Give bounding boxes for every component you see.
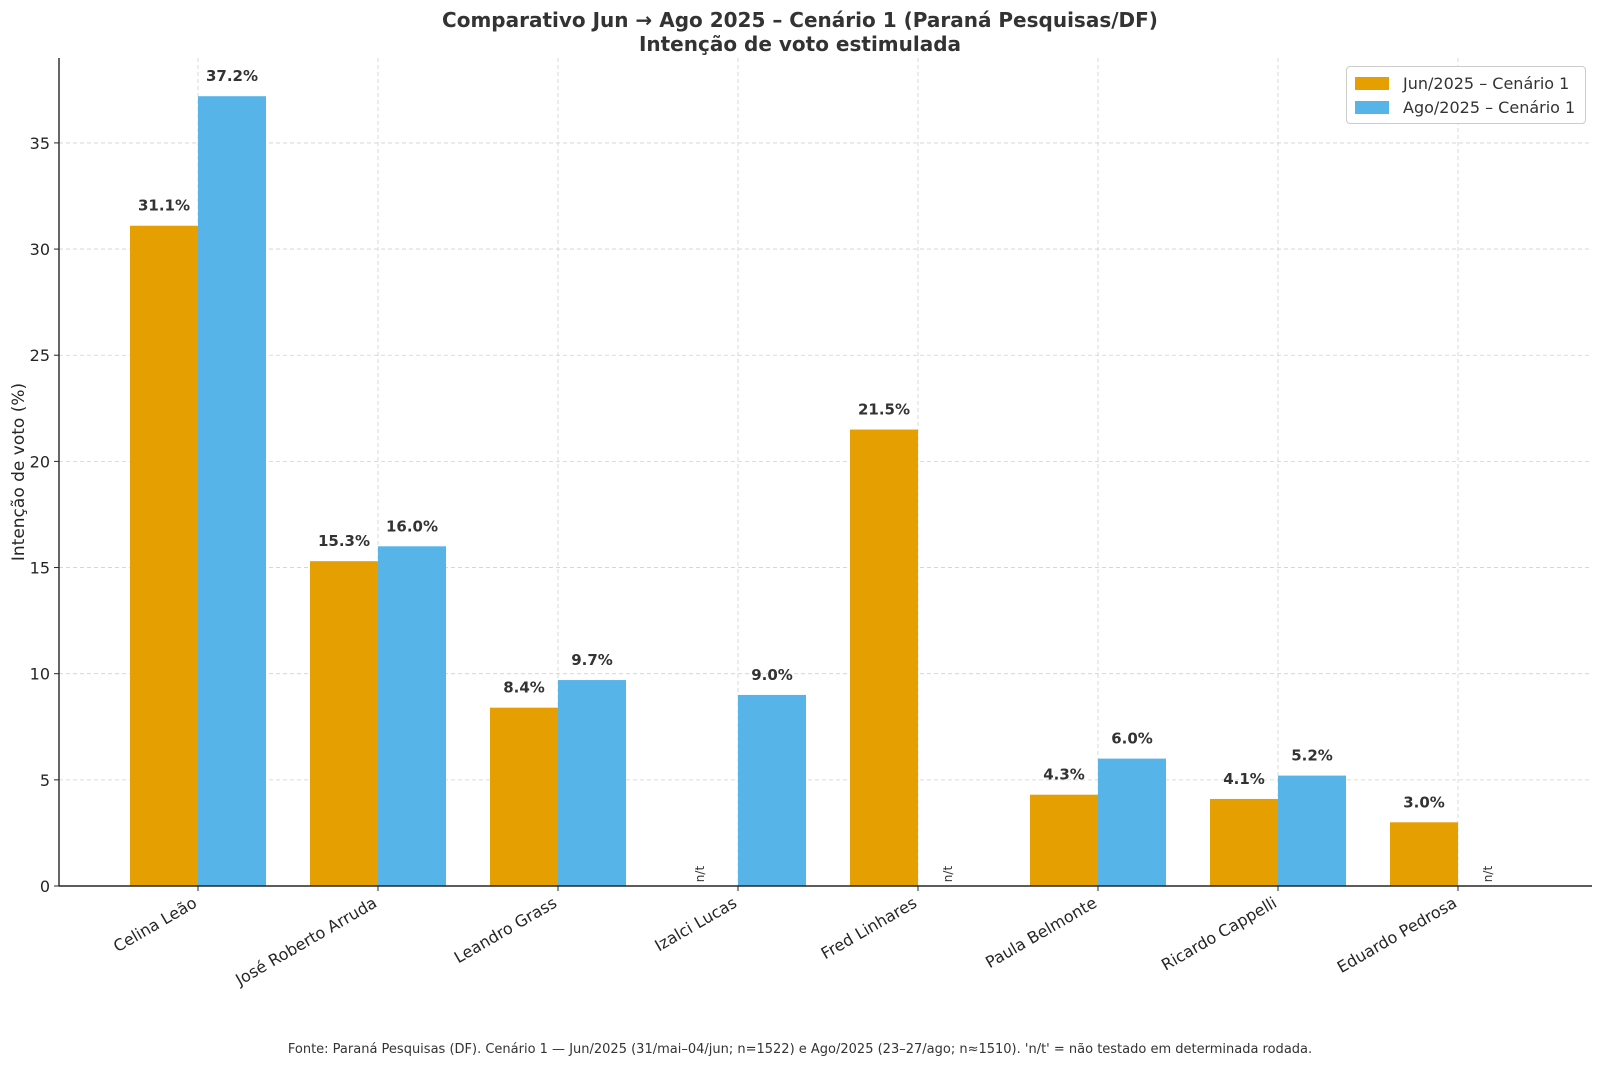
bar-ago <box>1278 775 1346 886</box>
data-label: 8.4% <box>503 679 545 697</box>
legend-swatch-jun <box>1355 76 1389 90</box>
chart-title: Comparativo Jun → Ago 2025 – Cenário 1 (… <box>442 8 1158 32</box>
bar-ago <box>1098 758 1166 886</box>
bar-jun <box>130 225 198 886</box>
legend: Jun/2025 – Cenário 1 Ago/2025 – Cenário … <box>1346 66 1586 124</box>
data-label: 9.0% <box>751 666 793 684</box>
missing-label: n/t <box>1481 866 1495 883</box>
data-label: 37.2% <box>206 67 258 85</box>
data-label: 6.0% <box>1111 730 1153 748</box>
missing-label: n/t <box>941 866 955 883</box>
data-label: 3.0% <box>1403 793 1445 811</box>
x-tick-label: Ricardo Cappelli <box>1158 893 1280 974</box>
x-tick-label: Eduardo Pedrosa <box>1334 893 1460 977</box>
y-tick-label: 30 <box>30 240 50 259</box>
data-label: 5.2% <box>1291 747 1333 765</box>
source-footnote: Fonte: Paraná Pesquisas (DF). Cenário 1 … <box>287 1042 1313 1057</box>
chart-subtitle: Intenção de voto estimulada <box>638 32 962 56</box>
x-tick-label: Paula Belmonte <box>982 893 1100 972</box>
bar-jun <box>850 429 918 886</box>
bar-ago <box>378 546 446 886</box>
y-tick-label: 15 <box>30 559 50 578</box>
data-label: 4.1% <box>1223 770 1265 788</box>
y-tick-label: 20 <box>30 452 50 471</box>
data-label: 15.3% <box>318 532 370 550</box>
x-tick-label: Leandro Grass <box>451 893 560 967</box>
bar-ago <box>198 96 266 886</box>
bar-ago <box>738 694 806 886</box>
x-tick-label: José Roberto Arruda <box>231 893 380 990</box>
bar-ago <box>558 680 626 886</box>
y-tick-label: 25 <box>30 346 50 365</box>
x-tick-label: Fred Linhares <box>818 893 920 963</box>
bar-jun <box>310 561 378 886</box>
legend-item-jun: Jun/2025 – Cenário 1 <box>1355 73 1569 93</box>
data-label: 16.0% <box>386 517 438 535</box>
x-tick-label: Izalci Lucas <box>651 893 740 955</box>
y-tick-label: 10 <box>30 665 50 684</box>
y-axis-label: Intenção de voto (%) <box>9 383 29 561</box>
x-tick-label: Celina Leão <box>110 893 200 956</box>
data-label: 31.1% <box>138 197 190 215</box>
data-label: 21.5% <box>858 401 910 419</box>
y-tick-label: 0 <box>40 877 50 896</box>
bar-jun <box>1210 798 1278 886</box>
legend-label-ago: Ago/2025 – Cenário 1 <box>1403 97 1576 117</box>
y-tick-label: 5 <box>40 771 50 790</box>
y-tick-label: 35 <box>30 134 50 153</box>
legend-item-ago: Ago/2025 – Cenário 1 <box>1355 97 1575 117</box>
data-label: 4.3% <box>1043 766 1085 784</box>
data-label: 9.7% <box>571 651 613 669</box>
bar-jun <box>490 707 558 886</box>
legend-swatch-ago <box>1355 100 1389 114</box>
bar-jun <box>1390 822 1458 886</box>
missing-label: n/t <box>693 866 707 883</box>
bar-jun <box>1030 794 1098 886</box>
legend-label-jun: Jun/2025 – Cenário 1 <box>1403 73 1570 93</box>
